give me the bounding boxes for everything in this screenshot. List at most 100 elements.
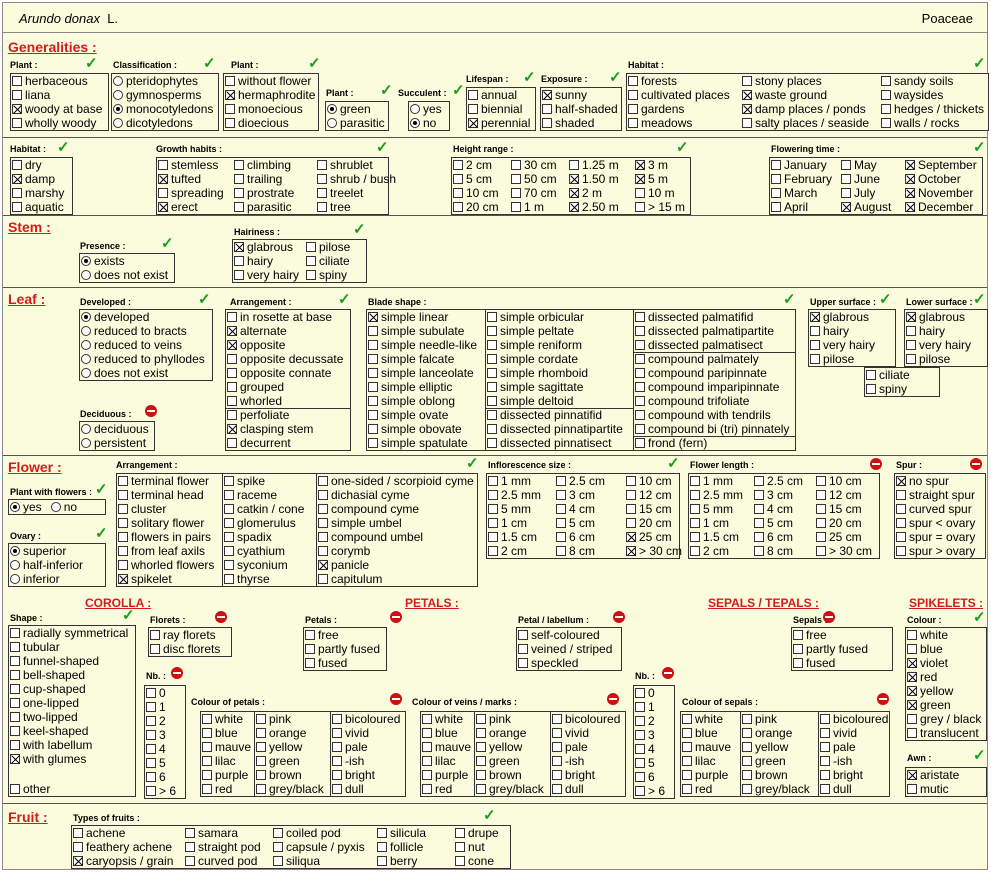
checkbox[interactable] bbox=[377, 856, 387, 866]
option-row[interactable]: waste ground bbox=[741, 88, 880, 102]
option-row[interactable]: dull bbox=[331, 782, 407, 796]
option-row[interactable]: 4 cm bbox=[555, 502, 625, 516]
checkbox[interactable] bbox=[556, 476, 566, 486]
option-row[interactable]: solitary flower bbox=[117, 516, 223, 530]
option-row[interactable]: caryopsis / grain bbox=[72, 854, 184, 868]
checkbox[interactable] bbox=[146, 716, 156, 726]
option-row[interactable]: whorled flowers bbox=[117, 558, 223, 572]
checkbox[interactable] bbox=[626, 476, 636, 486]
checkbox[interactable] bbox=[12, 118, 22, 128]
checkbox[interactable] bbox=[905, 160, 915, 170]
option-row[interactable]: with labellum bbox=[9, 738, 135, 752]
option-row[interactable]: walls / rocks bbox=[880, 116, 990, 130]
option-row[interactable]: yellow bbox=[741, 740, 819, 754]
checkbox[interactable] bbox=[771, 174, 781, 184]
checkbox[interactable] bbox=[754, 476, 764, 486]
option-row[interactable]: simple sagittate bbox=[486, 380, 588, 394]
checkbox[interactable] bbox=[422, 784, 432, 794]
option-row[interactable]: perfoliate bbox=[226, 408, 313, 422]
checkbox[interactable] bbox=[906, 326, 916, 336]
checkbox[interactable] bbox=[816, 546, 826, 556]
checkbox[interactable] bbox=[468, 104, 478, 114]
checkbox[interactable] bbox=[518, 658, 528, 668]
checkbox[interactable] bbox=[810, 340, 820, 350]
checkbox[interactable] bbox=[12, 174, 22, 184]
checkbox[interactable] bbox=[635, 730, 645, 740]
option-row[interactable]: siliqua bbox=[272, 854, 376, 868]
option-row[interactable]: purple bbox=[201, 768, 255, 782]
checkbox[interactable] bbox=[682, 714, 692, 724]
option-row[interactable]: compound umbel bbox=[317, 530, 479, 544]
checkbox[interactable] bbox=[626, 546, 636, 556]
option-row[interactable]: glomerulus bbox=[223, 516, 317, 530]
checkbox[interactable] bbox=[635, 160, 645, 170]
checkbox[interactable] bbox=[422, 714, 432, 724]
checkbox[interactable] bbox=[556, 518, 566, 528]
option-row[interactable]: > 6 bbox=[634, 784, 674, 798]
option-row[interactable]: 6 cm bbox=[555, 530, 625, 544]
option-row[interactable]: spiny bbox=[305, 268, 368, 282]
option-row[interactable]: silicula bbox=[376, 826, 454, 840]
option-row[interactable]: brown bbox=[741, 768, 819, 782]
checkbox[interactable] bbox=[227, 340, 237, 350]
option-row[interactable]: capsule / pyxis bbox=[272, 840, 376, 854]
checkbox[interactable] bbox=[906, 340, 916, 350]
option-row[interactable]: vivid bbox=[551, 726, 627, 740]
option-row[interactable]: bright bbox=[551, 768, 627, 782]
option-row[interactable]: coiled pod bbox=[272, 826, 376, 840]
radio-button[interactable] bbox=[10, 574, 20, 584]
option-row[interactable]: simple deltoid bbox=[486, 394, 588, 408]
checkbox[interactable] bbox=[488, 546, 498, 556]
option-row[interactable]: biennial bbox=[467, 102, 535, 116]
option-row[interactable]: ray florets bbox=[149, 628, 231, 642]
checkbox[interactable] bbox=[225, 104, 235, 114]
checkbox[interactable] bbox=[841, 174, 851, 184]
checkbox[interactable] bbox=[635, 702, 645, 712]
checkbox[interactable] bbox=[158, 174, 168, 184]
option-row[interactable]: 3 m bbox=[634, 158, 692, 172]
option-row[interactable]: reduced to phyllodes bbox=[80, 352, 212, 366]
checkbox[interactable] bbox=[742, 742, 752, 752]
option-row[interactable]: 4 bbox=[145, 742, 185, 756]
option-row[interactable]: damp bbox=[11, 172, 72, 186]
option-row[interactable]: 6 bbox=[634, 770, 674, 784]
checkbox[interactable] bbox=[368, 438, 378, 448]
option-row[interactable]: 12 cm bbox=[815, 488, 881, 502]
option-row[interactable]: dissected pinnatisect bbox=[486, 436, 623, 450]
option-row[interactable]: partly fused bbox=[304, 642, 386, 656]
option-row[interactable]: grouped bbox=[226, 380, 343, 394]
checkbox[interactable] bbox=[552, 714, 562, 724]
option-row[interactable]: April bbox=[770, 200, 840, 214]
radio-button[interactable] bbox=[50, 502, 61, 512]
option-row[interactable]: flowers in pairs bbox=[117, 530, 223, 544]
checkbox[interactable] bbox=[569, 202, 579, 212]
checkbox[interactable] bbox=[224, 518, 234, 528]
checkbox[interactable] bbox=[511, 188, 521, 198]
checkbox[interactable] bbox=[10, 670, 20, 680]
checkbox[interactable] bbox=[816, 504, 826, 514]
option-row[interactable]: May bbox=[840, 158, 904, 172]
option-row[interactable]: 6 bbox=[145, 770, 185, 784]
checkbox[interactable] bbox=[866, 384, 876, 394]
option-row[interactable]: 20 cm bbox=[815, 516, 881, 530]
checkbox[interactable] bbox=[476, 728, 486, 738]
option-row[interactable]: very hairy bbox=[233, 268, 305, 282]
checkbox[interactable] bbox=[158, 188, 168, 198]
option-row[interactable]: July bbox=[840, 186, 904, 200]
option-row[interactable]: pink bbox=[741, 712, 819, 726]
option-row[interactable]: ciliate bbox=[305, 254, 368, 268]
checkbox[interactable] bbox=[906, 354, 916, 364]
checkbox[interactable] bbox=[907, 700, 917, 710]
option-row[interactable]: translucent bbox=[906, 726, 986, 740]
radio-button[interactable] bbox=[410, 104, 420, 114]
checkbox[interactable] bbox=[793, 658, 803, 668]
checkbox[interactable] bbox=[896, 532, 906, 542]
checkbox[interactable] bbox=[73, 828, 83, 838]
option-row[interactable]: gardens bbox=[627, 102, 741, 116]
checkbox[interactable] bbox=[455, 856, 465, 866]
checkbox[interactable] bbox=[10, 684, 20, 694]
checkbox[interactable] bbox=[556, 546, 566, 556]
checkbox[interactable] bbox=[635, 396, 645, 406]
checkbox[interactable] bbox=[626, 518, 636, 528]
checkbox[interactable] bbox=[841, 160, 851, 170]
